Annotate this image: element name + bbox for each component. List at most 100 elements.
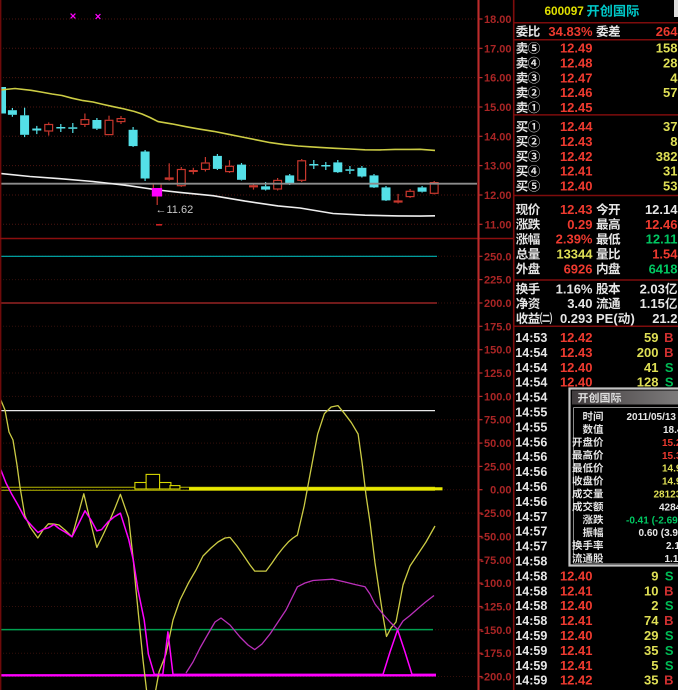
svg-text:-0.41 (-2.69%): -0.41 (-2.69%) [626,515,678,526]
svg-text:74: 74 [644,613,659,628]
svg-text:12.45: 12.45 [560,100,593,115]
svg-text:13.00: 13.00 [484,161,512,173]
svg-text:S: S [665,375,674,390]
svg-text:2011/05/13: 2011/05/13 [627,412,677,423]
svg-text:25.00: 25.00 [484,461,512,473]
svg-text:-150.0: -150.0 [480,625,511,637]
svg-text:59: 59 [644,330,658,345]
svg-text:-125.0: -125.0 [480,602,511,614]
svg-text:250.0: 250.0 [484,251,512,263]
svg-text:12.46: 12.46 [645,217,678,232]
svg-text:128: 128 [637,375,659,390]
svg-text:12.41: 12.41 [560,658,593,673]
svg-text:-175.0: -175.0 [480,648,511,660]
svg-text:14:56: 14:56 [515,495,547,509]
svg-text:12.42: 12.42 [560,330,593,345]
svg-text:14.00: 14.00 [484,131,512,143]
svg-text:): ) [631,311,635,326]
svg-text:12.42: 12.42 [560,149,593,164]
svg-text:12.41: 12.41 [560,164,593,179]
svg-text:PE(: PE( [596,311,618,326]
svg-text:14:57: 14:57 [515,525,547,539]
svg-text:2: 2 [651,598,658,613]
svg-text:34.83%: 34.83% [548,24,593,39]
svg-text:12.40: 12.40 [560,179,593,194]
svg-text:S: S [665,568,674,583]
svg-text:15.00: 15.00 [484,102,512,114]
svg-text:14:58: 14:58 [515,614,547,628]
svg-text:17.00: 17.00 [484,43,512,55]
svg-text:15.20: 15.20 [662,438,678,449]
svg-text:6418: 6418 [649,261,678,276]
svg-text:2.03: 2.03 [640,281,665,296]
svg-text:0.00: 0.00 [490,485,511,497]
svg-text:B: B [664,613,673,628]
svg-text:14:56: 14:56 [515,480,547,494]
svg-text:S: S [665,628,674,643]
svg-text:5: 5 [651,658,658,673]
svg-text:B: B [664,673,673,688]
svg-text:S: S [665,360,674,375]
svg-text:14:54: 14:54 [515,376,547,390]
svg-text:42842: 42842 [659,502,678,513]
svg-text:600097: 600097 [545,4,585,18]
svg-text:1.16%: 1.16% [556,281,593,296]
svg-text:14:57: 14:57 [515,510,547,524]
svg-text:125.0: 125.0 [484,368,512,380]
svg-text:14:57: 14:57 [515,540,547,554]
svg-text:35: 35 [644,643,658,658]
svg-text:S: S [665,598,674,613]
svg-text:14:58: 14:58 [515,584,547,598]
svg-text:41: 41 [644,360,658,375]
svg-text:100.0: 100.0 [484,391,512,403]
svg-text:14:55: 14:55 [515,420,547,434]
svg-text:12.41: 12.41 [560,583,593,598]
svg-text:14:53: 14:53 [515,331,547,345]
svg-text:-25.00: -25.00 [480,508,511,520]
svg-text:4: 4 [670,70,678,85]
svg-text:200.0: 200.0 [484,298,512,310]
svg-text:14:58: 14:58 [515,569,547,583]
svg-text:28: 28 [663,56,677,71]
svg-text:8: 8 [670,134,677,149]
svg-text:1.15: 1.15 [640,296,665,311]
svg-text:12.40: 12.40 [560,568,593,583]
svg-text:0.29: 0.29 [567,217,592,232]
svg-text:18.00: 18.00 [484,14,512,26]
svg-text:B: B [664,345,673,360]
svg-text:3.40: 3.40 [567,296,592,311]
svg-text:382: 382 [656,149,678,164]
svg-text:15.34: 15.34 [662,451,678,462]
svg-text:14:54: 14:54 [515,361,547,375]
svg-text:2.15%: 2.15% [666,541,678,552]
svg-text:14:59: 14:59 [515,644,547,658]
svg-text:14:56: 14:56 [515,435,547,449]
svg-text:21.2: 21.2 [652,311,677,326]
svg-text:12.42: 12.42 [560,673,593,688]
svg-text:150.0: 150.0 [484,345,512,357]
svg-text:14:58: 14:58 [515,599,547,613]
svg-text:←11.62: ←11.62 [156,204,194,216]
svg-text:12.40: 12.40 [560,375,593,390]
svg-text:57: 57 [663,85,677,100]
svg-text:12.46: 12.46 [560,85,593,100]
svg-text:12.49: 12.49 [560,41,593,56]
svg-text:12.43: 12.43 [560,134,593,149]
svg-text:1.54: 1.54 [652,247,678,262]
svg-text:28123: 28123 [654,490,678,501]
svg-text:2.39%: 2.39% [556,232,593,247]
svg-text:14.91: 14.91 [662,464,678,475]
svg-text:9: 9 [651,568,658,583]
svg-text:14:58: 14:58 [515,555,547,569]
svg-text:12.41: 12.41 [560,643,593,658]
svg-text:175.0: 175.0 [484,321,512,333]
svg-text:225.0: 225.0 [484,275,512,287]
svg-text:12.47: 12.47 [560,70,593,85]
svg-text:12.40: 12.40 [560,598,593,613]
svg-text:37: 37 [663,119,677,134]
svg-text:B: B [664,583,673,598]
svg-text:200: 200 [637,345,659,360]
svg-text:-75.00: -75.00 [480,555,511,567]
svg-text:-100.0: -100.0 [480,578,511,590]
svg-text:158: 158 [656,41,678,56]
